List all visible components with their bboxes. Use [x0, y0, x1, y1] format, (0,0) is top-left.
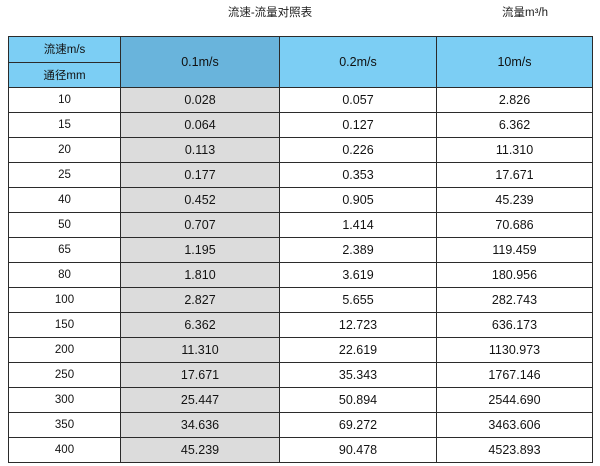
flow-velocity-table-container: 流速m/s 通径mm 0.1m/s 0.2m/s 10m/s 10 0.028 0.…: [8, 36, 593, 463]
cell-flow-10: 4523.893: [436, 437, 593, 463]
table-row: 100 2.827 5.655 282.743: [8, 287, 593, 313]
table-caption-row: 流速-流量对照表 流量m³/h: [0, 0, 600, 36]
cell-flow-0-1: 17.671: [120, 362, 280, 388]
cell-flow-0-2: 0.127: [279, 112, 437, 138]
cell-flow-0-2: 2.389: [279, 237, 437, 263]
cell-flow-0-1: 6.362: [120, 312, 280, 338]
flow-unit-label: 流量m³/h: [502, 7, 548, 19]
table-row: 25 0.177 0.353 17.671: [8, 162, 593, 188]
cell-diameter: 400: [8, 437, 121, 463]
cell-diameter: 80: [8, 262, 121, 288]
cell-flow-0-2: 0.353: [279, 162, 437, 188]
cell-diameter: 100: [8, 287, 121, 313]
cell-flow-10: 180.956: [436, 262, 593, 288]
table-row: 65 1.195 2.389 119.459: [8, 237, 593, 263]
cell-diameter: 250: [8, 362, 121, 388]
cell-flow-10: 282.743: [436, 287, 593, 313]
cell-flow-0-1: 0.064: [120, 112, 280, 138]
cell-flow-0-2: 35.343: [279, 362, 437, 388]
cell-flow-10: 45.239: [436, 187, 593, 213]
cell-diameter: 350: [8, 412, 121, 438]
cell-flow-0-2: 0.057: [279, 87, 437, 113]
cell-diameter: 20: [8, 137, 121, 163]
cell-diameter: 300: [8, 387, 121, 413]
table-row: 300 25.447 50.894 2544.690: [8, 387, 593, 413]
table-row: 200 11.310 22.619 1130.973: [8, 337, 593, 363]
cell-flow-0-2: 90.478: [279, 437, 437, 463]
corner-header-diameter-label: 通径mm: [43, 69, 86, 82]
cell-flow-0-2: 12.723: [279, 312, 437, 338]
cell-flow-10: 6.362: [436, 112, 593, 138]
cell-flow-10: 17.671: [436, 162, 593, 188]
cell-diameter: 10: [8, 87, 121, 113]
table-head: 流速m/s 通径mm 0.1m/s 0.2m/s 10m/s: [8, 36, 593, 88]
cell-flow-10: 11.310: [436, 137, 593, 163]
table-row: 20 0.113 0.226 11.310: [8, 137, 593, 163]
corner-header-velocity-label: 流速m/s: [9, 37, 120, 63]
cell-flow-0-1: 0.177: [120, 162, 280, 188]
table-row: 40 0.452 0.905 45.239: [8, 187, 593, 213]
cell-flow-0-2: 5.655: [279, 287, 437, 313]
cell-flow-10: 70.686: [436, 212, 593, 238]
table-header-row: 流速m/s 通径mm 0.1m/s 0.2m/s 10m/s: [8, 36, 593, 88]
cell-flow-0-2: 0.905: [279, 187, 437, 213]
table-row: 50 0.707 1.414 70.686: [8, 212, 593, 238]
table-row: 350 34.636 69.272 3463.606: [8, 412, 593, 438]
cell-flow-0-1: 1.810: [120, 262, 280, 288]
column-header-1: 0.2m/s: [279, 36, 437, 88]
cell-flow-10: 1767.146: [436, 362, 593, 388]
cell-flow-0-1: 1.195: [120, 237, 280, 263]
cell-diameter: 50: [8, 212, 121, 238]
column-header-2: 10m/s: [436, 36, 593, 88]
cell-flow-0-2: 1.414: [279, 212, 437, 238]
cell-flow-10: 119.459: [436, 237, 593, 263]
table-body: 10 0.028 0.057 2.826 15 0.064 0.127 6.362 20 0.11…: [8, 87, 593, 463]
table-row: 250 17.671 35.343 1767.146: [8, 362, 593, 388]
cell-flow-0-2: 3.619: [279, 262, 437, 288]
cell-diameter: 15: [8, 112, 121, 138]
column-header-0: 0.1m/s: [120, 36, 280, 88]
cell-diameter: 40: [8, 187, 121, 213]
cell-flow-10: 636.173: [436, 312, 593, 338]
cell-flow-0-1: 45.239: [120, 437, 280, 463]
table-row: 80 1.810 3.619 180.956: [8, 262, 593, 288]
cell-diameter: 25: [8, 162, 121, 188]
cell-flow-0-1: 0.707: [120, 212, 280, 238]
cell-flow-10: 2544.690: [436, 387, 593, 413]
cell-flow-0-2: 50.894: [279, 387, 437, 413]
flow-velocity-table: 流速m/s 通径mm 0.1m/s 0.2m/s 10m/s 10 0.028 0.…: [8, 36, 593, 463]
cell-diameter: 150: [8, 312, 121, 338]
cell-flow-0-1: 0.028: [120, 87, 280, 113]
cell-flow-0-1: 25.447: [120, 387, 280, 413]
cell-diameter: 200: [8, 337, 121, 363]
cell-flow-0-1: 11.310: [120, 337, 280, 363]
cell-flow-0-1: 34.636: [120, 412, 280, 438]
table-row: 150 6.362 12.723 636.173: [8, 312, 593, 338]
table-row: 15 0.064 0.127 6.362: [8, 112, 593, 138]
cell-flow-0-1: 0.452: [120, 187, 280, 213]
cell-flow-10: 1130.973: [436, 337, 593, 363]
corner-header-cell: 流速m/s 通径mm: [8, 36, 121, 88]
table-row: 400 45.239 90.478 4523.893: [8, 437, 593, 463]
cell-flow-0-2: 69.272: [279, 412, 437, 438]
cell-flow-10: 3463.606: [436, 412, 593, 438]
cell-diameter: 65: [8, 237, 121, 263]
chart-title: 流速-流量对照表: [227, 7, 313, 19]
cell-flow-10: 2.826: [436, 87, 593, 113]
cell-flow-0-1: 2.827: [120, 287, 280, 313]
table-row: 10 0.028 0.057 2.826: [8, 87, 593, 113]
cell-flow-0-1: 0.113: [120, 137, 280, 163]
cell-flow-0-2: 22.619: [279, 337, 437, 363]
cell-flow-0-2: 0.226: [279, 137, 437, 163]
